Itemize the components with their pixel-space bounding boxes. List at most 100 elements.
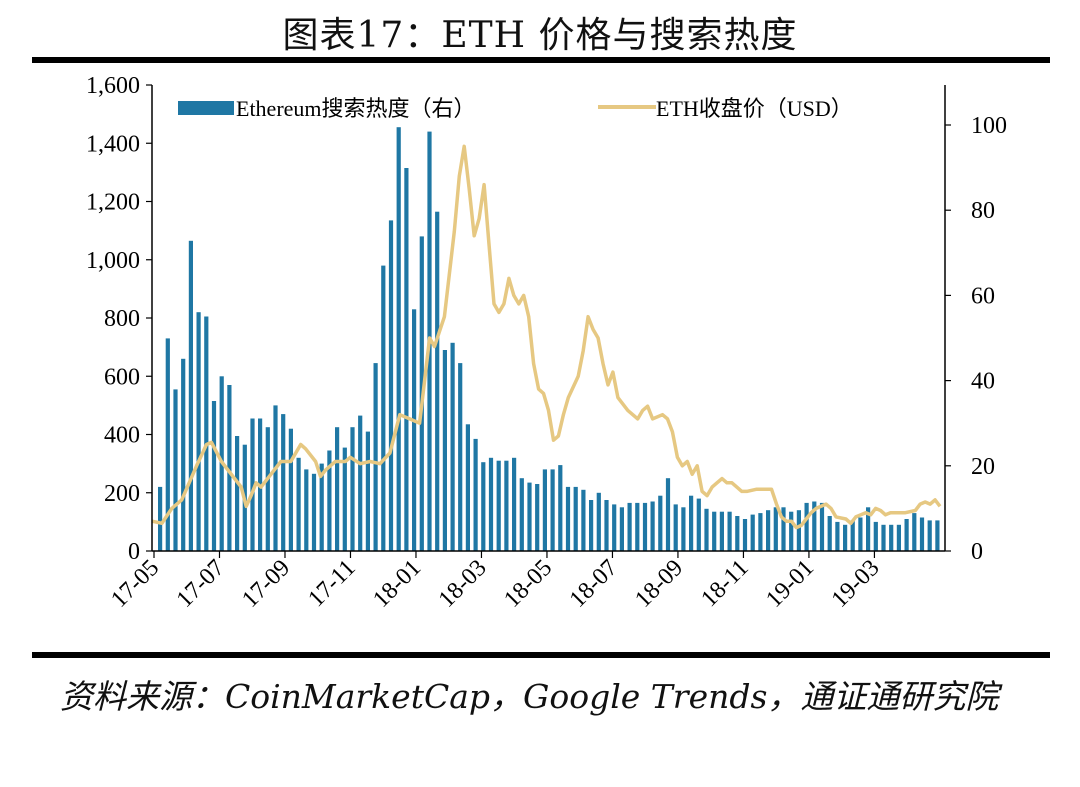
- search-bar: [750, 514, 755, 551]
- left-tick-label: 600: [104, 364, 140, 390]
- search-bar: [358, 415, 363, 551]
- x-tick-label: 19-03: [827, 555, 885, 613]
- search-bar: [550, 469, 555, 551]
- search-bar: [612, 504, 617, 551]
- search-bar: [496, 460, 501, 551]
- search-bar: [704, 508, 709, 551]
- search-bar: [658, 495, 663, 551]
- search-bar: [850, 520, 855, 551]
- search-bar: [766, 510, 771, 551]
- search-bar: [642, 502, 648, 551]
- search-bar: [196, 312, 201, 551]
- search-bar: [165, 338, 170, 551]
- search-bar: [927, 520, 932, 551]
- search-bar: [573, 486, 578, 551]
- right-tick-label: 100: [971, 113, 1007, 139]
- x-tick-label: 18-05: [499, 555, 557, 613]
- search-bar: [889, 524, 894, 551]
- legend-line-label: ETH收盘价（USD）: [656, 96, 853, 121]
- search-bar: [827, 516, 832, 551]
- search-bar: [296, 457, 301, 551]
- search-bar: [273, 405, 278, 551]
- search-bar: [265, 427, 270, 551]
- source-note: 资料来源：CoinMarketCap，Google Trends，通证通研究院: [60, 677, 999, 716]
- search-bar: [781, 507, 786, 551]
- left-tick-label: 1,600: [86, 73, 140, 99]
- x-tick-label: 19-01: [761, 555, 819, 613]
- search-bar: [819, 502, 825, 551]
- left-tick-label: 1,200: [86, 190, 140, 216]
- search-bar: [204, 316, 209, 551]
- right-tick-label: 0: [971, 539, 983, 565]
- search-bar: [596, 492, 601, 552]
- search-bar: [311, 473, 317, 551]
- search-bar: [689, 495, 694, 551]
- bottom-rule: [32, 652, 1050, 658]
- search-bar: [619, 507, 624, 551]
- right-tick-label: 40: [971, 369, 995, 395]
- search-bar: [650, 501, 655, 551]
- x-tick-label: 17-07: [172, 555, 230, 613]
- search-bar: [188, 240, 193, 552]
- search-bar: [373, 363, 378, 551]
- search-bar: [635, 502, 640, 551]
- search-bar: [435, 211, 440, 551]
- x-tick-label: 18-03: [434, 555, 492, 613]
- search-bar: [912, 513, 917, 551]
- search-bar: [712, 511, 717, 551]
- search-bar: [535, 484, 540, 551]
- left-tick-label: 400: [104, 423, 140, 449]
- search-bar: [342, 447, 347, 551]
- search-bar: [365, 431, 370, 551]
- search-bar: [465, 424, 470, 551]
- search-bar: [789, 511, 794, 551]
- search-bar: [319, 463, 324, 551]
- search-bar: [727, 511, 732, 551]
- top-rule: [32, 57, 1050, 63]
- x-tick-label: 18-11: [696, 555, 753, 612]
- search-bar: [350, 427, 355, 551]
- search-bar: [627, 502, 632, 551]
- search-bar: [742, 519, 748, 551]
- x-tick-label: 18-01: [368, 555, 426, 613]
- search-bar: [281, 414, 286, 551]
- chart-canvas: 0 200 400 600 800 1,000 1,200 1,400 1,600 0 20 40 60…: [86, 73, 1007, 613]
- left-tick-label: 200: [104, 481, 140, 507]
- search-bar: [581, 489, 586, 551]
- search-bar: [458, 363, 463, 551]
- search-bar: [227, 385, 232, 551]
- search-bar: [843, 524, 848, 551]
- search-bar: [327, 450, 332, 551]
- search-bar: [381, 265, 386, 551]
- search-bar: [288, 428, 293, 551]
- chart-legend: Ethereum搜索热度（右） ETH收盘价（USD）: [178, 96, 853, 121]
- search-bar: [504, 460, 509, 551]
- search-bar: [450, 342, 455, 551]
- search-bar: [250, 418, 255, 551]
- right-tick-label: 80: [971, 198, 995, 224]
- legend-bar-label: Ethereum搜索热度（右）: [236, 96, 476, 121]
- search-bar: [388, 220, 394, 551]
- search-bar: [665, 478, 671, 551]
- search-bar: [873, 521, 878, 551]
- x-tick-label: 17-11: [303, 555, 360, 612]
- left-tick-label: 0: [128, 539, 140, 565]
- search-bar: [396, 127, 401, 551]
- search-bar: [904, 519, 909, 551]
- search-bar: [412, 309, 417, 551]
- search-bar: [835, 521, 840, 551]
- search-bar: [735, 516, 740, 551]
- search-bar: [604, 500, 609, 551]
- search-bar: [442, 350, 447, 551]
- x-tick-label: 17-09: [237, 555, 295, 613]
- search-bar: [935, 520, 940, 551]
- search-bar: [512, 457, 517, 551]
- search-bar: [773, 507, 778, 551]
- search-bar: [173, 389, 178, 551]
- eth-price-line: [151, 144, 942, 530]
- search-bar: [527, 482, 532, 551]
- search-bar: [488, 457, 494, 551]
- chart-title: 图表17：ETH 价格与搜索热度: [282, 15, 798, 56]
- left-tick-label: 1,000: [86, 248, 140, 274]
- left-tick-label: 800: [104, 306, 140, 332]
